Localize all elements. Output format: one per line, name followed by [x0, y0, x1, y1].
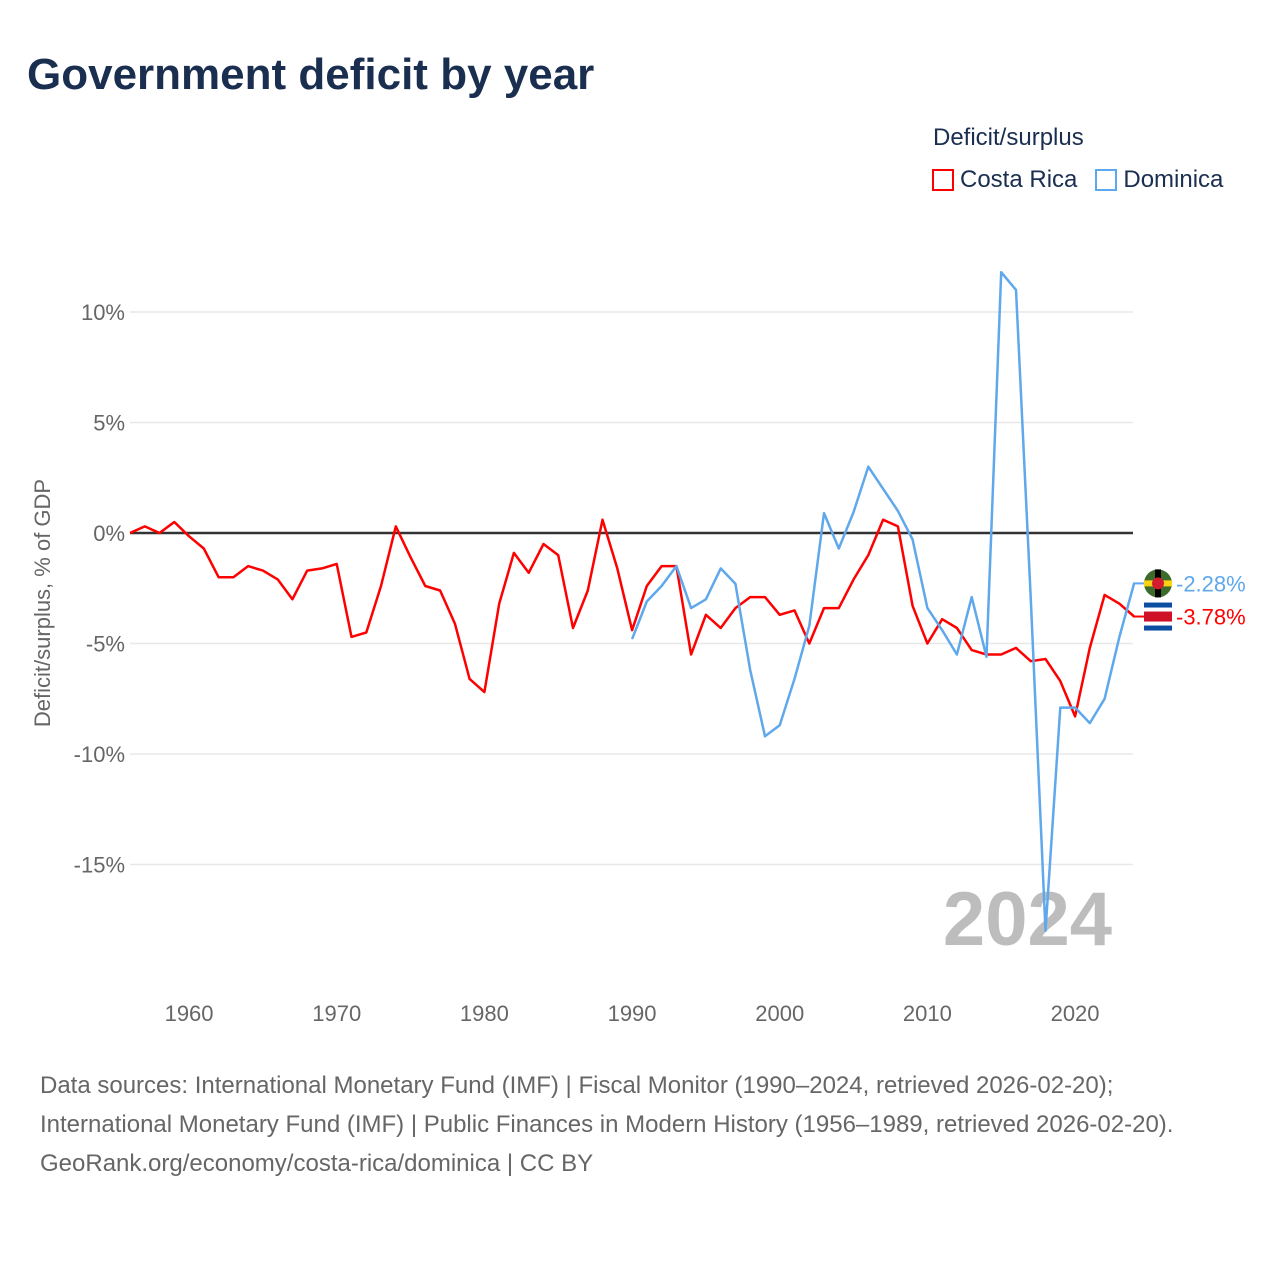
x-tick-label: 2000 [755, 1001, 804, 1026]
x-tick-label: 1960 [165, 1001, 214, 1026]
series-line-dominica [630, 270, 1136, 933]
legend-swatch-costa-rica [932, 169, 954, 191]
flag-icon-costa-rica [1144, 602, 1172, 631]
legend-title: Deficit/surplus [933, 124, 1084, 151]
y-axis-label: Deficit/surplus, % of GDP [30, 479, 55, 727]
legend-item-costa-rica[interactable]: Costa Rica [932, 166, 1077, 194]
end-value-label-dominica: -2.28% [1176, 571, 1246, 596]
x-tick-label: 2020 [1051, 1001, 1100, 1026]
y-tick-label: 0% [93, 521, 125, 546]
x-tick-label: 1970 [312, 1001, 361, 1026]
end-value-label-costa-rica: -3.78% [1176, 605, 1246, 630]
y-tick-label: -5% [86, 632, 125, 657]
legend: Costa Rica Dominica [932, 166, 1223, 194]
x-tick-label: 1980 [460, 1001, 509, 1026]
license: | CC BY [500, 1150, 594, 1177]
y-tick-label: 10% [81, 300, 125, 325]
chart-title: Government deficit by year [27, 50, 595, 99]
flag-stripe [1144, 611, 1172, 622]
legend-swatch-dominica [1095, 169, 1118, 191]
x-tick-label: 2010 [903, 1001, 952, 1026]
data-sources: Data sources: International Monetary Fun… [40, 1072, 1174, 1138]
x-tick-label: 1990 [608, 1001, 657, 1026]
flag-disc [1152, 577, 1164, 590]
y-tick-label: -10% [74, 742, 125, 767]
series-line-costa-rica [129, 518, 1135, 718]
flag-stripe [1144, 602, 1172, 608]
legend-label-costa-rica: Costa Rica [960, 166, 1078, 193]
year-watermark: 2024 [943, 877, 1112, 962]
legend-label-dominica: Dominica [1123, 166, 1224, 193]
flag-stripe [1144, 625, 1172, 631]
line-chart: 10% 5% 0% -5% -10% -15% 1960 1970 1980 1990 2000 20… [30, 270, 1246, 1026]
flag-icon-dominica [1144, 569, 1172, 598]
footer: Data sources: International Monetary Fun… [40, 1066, 1240, 1183]
y-tick-label: -15% [74, 853, 125, 878]
legend-item-dominica[interactable]: Dominica [1095, 166, 1223, 194]
source-link[interactable]: GeoRank.org/economy/costa-rica/dominica [40, 1150, 501, 1177]
y-tick-label: 5% [93, 411, 125, 436]
